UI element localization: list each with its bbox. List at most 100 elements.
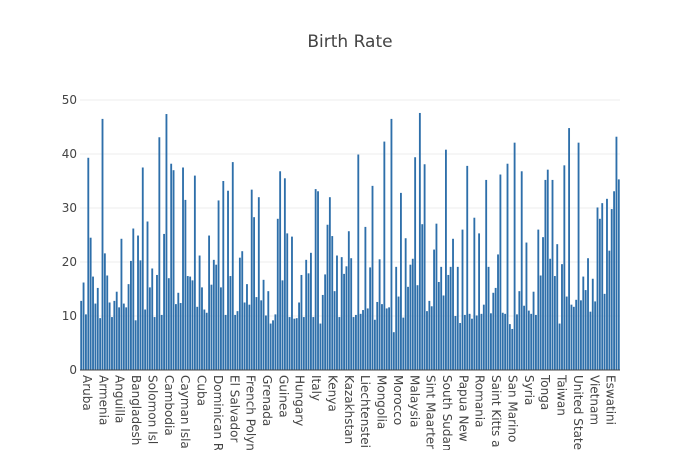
- bar[interactable]: [262, 279, 265, 370]
- bar[interactable]: [212, 259, 215, 370]
- bar[interactable]: [426, 311, 428, 370]
- bar[interactable]: [184, 199, 187, 370]
- bar[interactable]: [281, 280, 284, 370]
- bar[interactable]: [347, 231, 350, 370]
- bar[interactable]: [170, 163, 173, 370]
- bar[interactable]: [106, 275, 109, 371]
- bar[interactable]: [388, 307, 391, 370]
- bar[interactable]: [407, 286, 409, 370]
- bar[interactable]: [362, 310, 364, 370]
- bar[interactable]: [324, 274, 327, 370]
- bar[interactable]: [591, 278, 594, 370]
- bar[interactable]: [518, 291, 521, 370]
- bar[interactable]: [269, 323, 272, 370]
- bar[interactable]: [317, 191, 319, 370]
- bar[interactable]: [539, 275, 542, 371]
- bar[interactable]: [336, 255, 338, 370]
- bar[interactable]: [435, 223, 438, 370]
- bar[interactable]: [359, 313, 362, 370]
- bar[interactable]: [255, 297, 258, 370]
- bar[interactable]: [478, 233, 481, 370]
- bar[interactable]: [447, 274, 450, 370]
- bar[interactable]: [253, 217, 256, 370]
- bar[interactable]: [610, 209, 613, 370]
- bar[interactable]: [499, 174, 502, 370]
- bar[interactable]: [565, 296, 568, 370]
- bar[interactable]: [570, 304, 573, 370]
- bar[interactable]: [229, 276, 232, 370]
- bar[interactable]: [80, 300, 83, 370]
- bar[interactable]: [191, 280, 194, 370]
- bar[interactable]: [125, 307, 128, 370]
- bar[interactable]: [357, 154, 360, 370]
- bar[interactable]: [523, 305, 526, 370]
- bar[interactable]: [608, 250, 611, 370]
- bar[interactable]: [492, 292, 495, 370]
- bar[interactable]: [291, 236, 293, 370]
- bar[interactable]: [248, 304, 251, 370]
- bar[interactable]: [130, 260, 132, 370]
- bar[interactable]: [165, 114, 168, 370]
- bar[interactable]: [587, 258, 589, 370]
- bar[interactable]: [468, 313, 471, 370]
- bar[interactable]: [120, 238, 123, 370]
- bar[interactable]: [601, 203, 604, 370]
- bar[interactable]: [288, 317, 291, 370]
- bar[interactable]: [310, 252, 312, 370]
- bar[interactable]: [580, 300, 582, 370]
- bar[interactable]: [473, 217, 476, 370]
- bar[interactable]: [312, 317, 315, 370]
- bar[interactable]: [463, 314, 466, 370]
- bar[interactable]: [542, 237, 544, 370]
- bar[interactable]: [234, 314, 237, 370]
- bar[interactable]: [210, 284, 213, 370]
- bar[interactable]: [437, 281, 440, 370]
- bar[interactable]: [146, 221, 149, 371]
- bar[interactable]: [383, 141, 386, 370]
- bar[interactable]: [433, 249, 436, 370]
- bar[interactable]: [409, 264, 412, 370]
- bar[interactable]: [449, 266, 452, 370]
- bar[interactable]: [300, 274, 303, 370]
- bar[interactable]: [617, 179, 620, 370]
- bar[interactable]: [373, 319, 376, 370]
- bar[interactable]: [260, 300, 263, 370]
- bar[interactable]: [530, 313, 533, 370]
- bar[interactable]: [598, 218, 601, 370]
- bar[interactable]: [193, 175, 196, 370]
- bar[interactable]: [414, 157, 417, 370]
- bar[interactable]: [274, 314, 277, 370]
- bar[interactable]: [582, 276, 585, 370]
- bar[interactable]: [402, 317, 405, 370]
- bar[interactable]: [404, 238, 407, 370]
- bar[interactable]: [241, 251, 244, 370]
- bar[interactable]: [113, 300, 116, 370]
- bar[interactable]: [172, 170, 175, 370]
- bar[interactable]: [454, 316, 457, 370]
- bar[interactable]: [283, 178, 286, 370]
- bar[interactable]: [563, 165, 566, 370]
- bar[interactable]: [85, 314, 87, 370]
- bar[interactable]: [179, 303, 182, 370]
- bar[interactable]: [556, 244, 559, 370]
- bar[interactable]: [122, 303, 125, 370]
- bar[interactable]: [572, 306, 575, 370]
- bar[interactable]: [480, 313, 483, 370]
- bar[interactable]: [177, 292, 180, 370]
- bar[interactable]: [127, 284, 130, 370]
- bar[interactable]: [167, 278, 170, 370]
- bar[interactable]: [201, 287, 203, 370]
- bar[interactable]: [378, 259, 381, 370]
- bar[interactable]: [381, 304, 383, 370]
- bar[interactable]: [475, 315, 478, 370]
- bar[interactable]: [589, 311, 592, 370]
- bar[interactable]: [350, 258, 353, 370]
- bar[interactable]: [395, 266, 398, 370]
- bar[interactable]: [535, 314, 537, 370]
- bar[interactable]: [144, 309, 147, 370]
- bar[interactable]: [442, 295, 445, 370]
- bar[interactable]: [94, 303, 97, 370]
- bar[interactable]: [328, 197, 331, 370]
- bar[interactable]: [615, 136, 618, 370]
- bar[interactable]: [466, 165, 469, 370]
